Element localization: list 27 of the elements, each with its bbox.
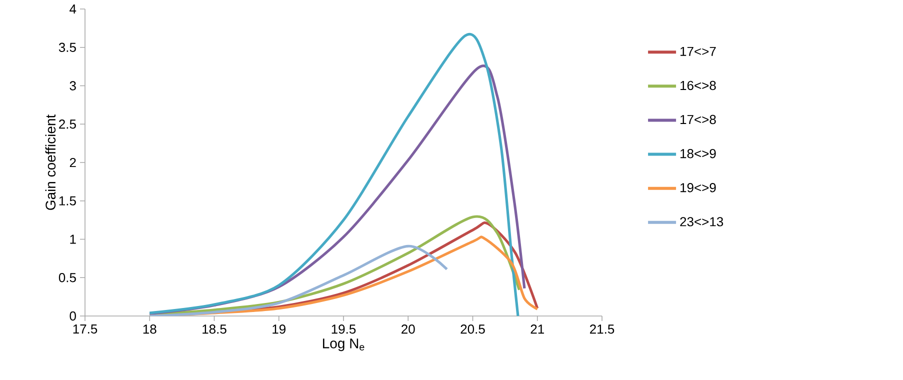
y-tick-label: 3.5	[58, 42, 76, 52]
x-tick-label: 19.5	[332, 324, 356, 334]
y-tick-label: 2	[70, 158, 76, 168]
y-tick-label: 1.5	[59, 196, 76, 206]
x-tick-label: 21.5	[590, 324, 614, 334]
x-tick-label: 20.5	[460, 324, 485, 334]
y-tick-label: 0.5	[58, 273, 76, 282]
x-axis-title: Log N$_{e}$	[323, 338, 364, 352]
x-tick-label: 20	[402, 324, 415, 334]
y-tick-label: 3	[70, 81, 76, 90]
x-tick-label: 19	[272, 324, 286, 334]
x-tick-label: 18.5	[202, 324, 226, 334]
y-tick-label: 4	[70, 4, 76, 14]
y-axis-title: Gain coefficient	[45, 114, 56, 210]
y-tick-label: 0	[70, 311, 76, 321]
legend-label: 19<>9	[680, 183, 716, 192]
x-tick-label: 21	[530, 324, 544, 334]
legend-label: 18<>9	[680, 148, 716, 158]
legend-label: 17<>8	[680, 114, 716, 124]
legend-label: 17<>7	[680, 46, 716, 56]
x-tick-label: 17.5	[73, 324, 98, 334]
legend-label: 23<>13	[680, 217, 724, 226]
y-tick-label: 1	[70, 234, 76, 244]
legend-label: 16<>8	[680, 80, 716, 90]
x-tick-label: 18	[143, 324, 156, 334]
line-series	[148, 244, 448, 316]
y-tick-label: 2.5	[59, 120, 76, 129]
